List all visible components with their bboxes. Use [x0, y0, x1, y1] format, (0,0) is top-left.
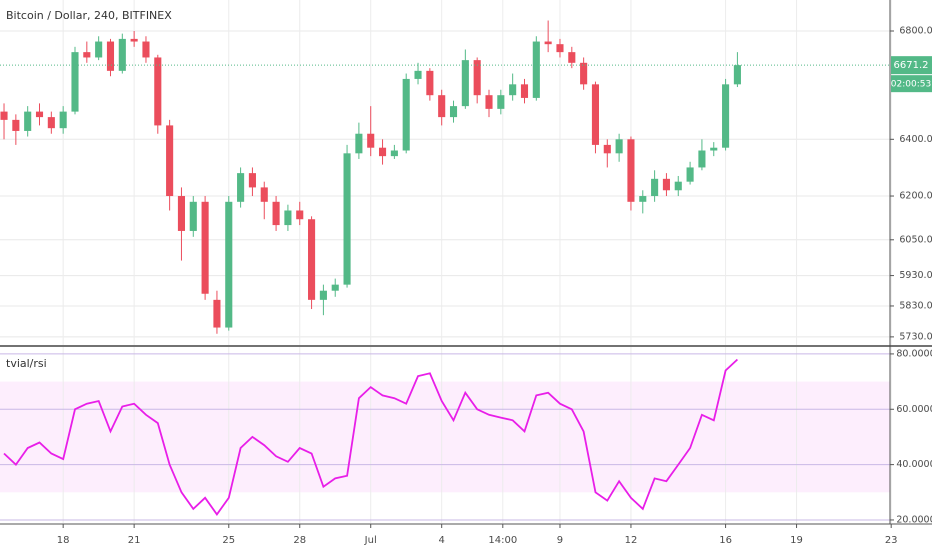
candle-body: [390, 150, 398, 157]
x-tick-label: 14:00: [488, 535, 517, 546]
candle-body: [237, 173, 245, 202]
candle-body: [225, 201, 233, 328]
candle-body: [12, 119, 20, 131]
candle-body: [296, 210, 304, 220]
y-tick-label: 5730.0: [899, 331, 932, 342]
candle-body: [722, 84, 730, 148]
candle-body: [733, 65, 741, 85]
candle-body: [260, 187, 268, 202]
y-tick-label: 5830.0: [899, 300, 932, 311]
candle-body: [639, 196, 647, 202]
candle-body: [438, 95, 446, 118]
countdown-label: 02:00:53: [891, 80, 931, 90]
candle-body: [319, 290, 327, 300]
x-tick-label: 23: [885, 535, 898, 546]
candle-body: [118, 38, 126, 71]
grid: [0, 0, 892, 523]
candle-body: [591, 84, 600, 145]
y-tick-label: 60.0000: [896, 404, 932, 415]
y-tick-label: 6800.0: [899, 25, 932, 36]
indicator-title: tvial/rsi: [6, 357, 47, 370]
chart-title: Bitcoin / Dollar, 240, BITFINEX: [6, 9, 172, 22]
candle-body: [308, 219, 316, 300]
x-tick-label: 9: [557, 535, 563, 546]
x-tick-label: Jul: [364, 535, 377, 546]
candle-body: [331, 284, 339, 291]
candle-body: [83, 52, 91, 58]
y-tick-label: 6050.0: [899, 234, 932, 245]
candle-body: [378, 147, 387, 157]
candle-body: [674, 181, 682, 191]
rsi-line: [3, 358, 739, 516]
candle-body: [449, 106, 458, 118]
candle-body: [426, 70, 434, 96]
candle-body: [154, 57, 162, 126]
candle-body: [47, 117, 55, 129]
x-tick-label: 12: [625, 535, 638, 546]
candle-body: [414, 70, 422, 79]
candle-body: [473, 60, 481, 96]
x-tick-label: 25: [222, 535, 235, 546]
candle-body: [603, 144, 611, 154]
candle-body: [142, 41, 150, 58]
candle-body: [367, 133, 375, 148]
candle-body: [201, 201, 209, 294]
candle-body: [95, 41, 103, 58]
candle-body: [59, 111, 67, 129]
y-tick-label: 6200.0: [899, 191, 932, 202]
candle-body: [544, 41, 552, 45]
candle-body: [272, 201, 280, 226]
candle-body: [213, 299, 221, 328]
x-tick-label: 18: [57, 535, 70, 546]
candle-body: [485, 95, 493, 109]
last-price-label: 6671.2: [894, 60, 929, 71]
candle-body: [651, 178, 659, 197]
candle-body: [189, 201, 197, 231]
candle-body: [580, 62, 588, 85]
x-tick-label: 19: [790, 535, 803, 546]
marks: [0, 20, 890, 516]
candle-body: [627, 139, 635, 202]
x-tick-label: 28: [293, 535, 306, 546]
candle-body: [532, 41, 540, 98]
candle-body: [166, 125, 174, 197]
y-tick-label: 40.0000: [896, 459, 932, 470]
candle-body: [509, 84, 517, 96]
y-tick-label: 6400.0: [899, 134, 932, 145]
y-tick-label: 80.0000: [896, 348, 932, 359]
candle-body: [461, 60, 469, 107]
countdown-badge: [891, 75, 932, 93]
x-tick-label: 21: [128, 535, 141, 546]
candle-body: [355, 133, 363, 154]
candle-body: [71, 52, 79, 112]
candle-body: [284, 210, 292, 226]
candle-body: [343, 153, 351, 285]
candle-body: [662, 178, 670, 191]
y-tick-label: 5930.0: [899, 270, 932, 281]
last-price-badge: [891, 56, 932, 75]
x-tick-label: 16: [719, 535, 732, 546]
candle-body: [710, 147, 718, 151]
candle-body: [686, 167, 694, 182]
y-tick-label: 20.0000: [896, 514, 932, 525]
candle-body: [520, 84, 529, 98]
candle-body: [35, 111, 44, 118]
candle-body: [106, 41, 115, 71]
candle-body: [556, 44, 564, 53]
candle-body: [497, 95, 505, 109]
candle-body: [698, 150, 706, 168]
candle-body: [615, 139, 623, 154]
x-tick-label: 4: [439, 535, 445, 546]
candle-body: [24, 111, 32, 131]
candle-body: [130, 38, 138, 42]
candle-body: [177, 196, 186, 231]
band: [0, 381, 890, 493]
candle-body: [568, 52, 576, 63]
candle-body: [402, 78, 410, 151]
candle-body: [0, 111, 8, 120]
candle-body: [248, 173, 256, 188]
